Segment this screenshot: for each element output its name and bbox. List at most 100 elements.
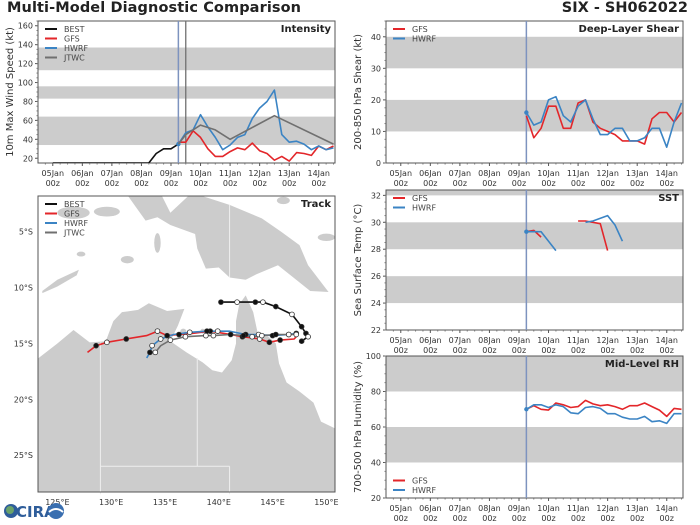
- lon-tick-label: 150°E: [314, 498, 338, 507]
- y-tick-label: 24: [371, 299, 381, 308]
- track-marker-best: [234, 299, 240, 305]
- x-tick-label: 07Jan: [449, 336, 472, 345]
- track-marker-jtwc: [152, 349, 159, 356]
- series-line-gfs: [525, 99, 683, 145]
- track-marker-jtwc: [285, 331, 292, 338]
- x-tick-label: 05Jan: [42, 169, 65, 178]
- y-tick-label: 32: [371, 191, 381, 200]
- x-tick-label: 00z: [453, 179, 467, 188]
- x-tick-label: 00z: [482, 514, 496, 523]
- x-tick-label: 12Jan: [596, 169, 619, 178]
- series-line-jtwc: [177, 114, 334, 145]
- y-axis-label: 10m Max Wind Speed (kt): [5, 27, 16, 157]
- lon-tick-label: 135°E: [153, 498, 177, 507]
- track-marker-best: [252, 299, 259, 305]
- lat-tick-label: 20°S: [14, 395, 33, 404]
- small-island: [76, 251, 86, 257]
- track-marker-jtwc: [182, 333, 189, 340]
- panel-title: Intensity: [281, 24, 332, 35]
- lat-tick-label: 5°S: [19, 228, 33, 237]
- x-tick-label: 14Jan: [655, 169, 678, 178]
- x-tick-label: 05Jan: [390, 336, 413, 345]
- track-marker-gfs: [154, 328, 161, 334]
- legend-label-jtwc: JTWC: [63, 54, 85, 63]
- series-line-hwrf: [177, 89, 334, 151]
- y-axis-label: 200-850 hPa Shear (kt): [353, 34, 364, 150]
- lon-tick-label: 125°E: [45, 498, 69, 507]
- legend-label-best: BEST: [64, 25, 85, 34]
- x-tick-label: 10Jan: [537, 169, 560, 178]
- x-tick-label: 00z: [482, 346, 496, 355]
- y-tick-label: 0: [376, 159, 381, 168]
- track-marker-best: [289, 311, 295, 318]
- x-tick-label: 00z: [600, 346, 614, 355]
- track-marker-jtwc: [273, 331, 279, 338]
- track-marker-jtwc: [293, 331, 300, 338]
- legend-label-hwrf: HWRF: [412, 486, 436, 495]
- y-tick-label: 20: [23, 154, 33, 163]
- x-tick-label: 00z: [660, 179, 674, 188]
- logo-text: CIRA: [16, 503, 56, 521]
- legend-label-gfs: GFS: [64, 210, 80, 219]
- y-tick-label: 100: [18, 79, 33, 88]
- threshold-band: [386, 36, 683, 69]
- australia-landmass: [38, 295, 335, 492]
- track-marker-best: [305, 333, 311, 340]
- y-axis-label: Sea Surface Temp (°C): [353, 204, 364, 317]
- small-island: [276, 196, 290, 205]
- y-axis-label: 700-500 hPa Humidity (%): [353, 361, 364, 493]
- x-tick-label: 11Jan: [567, 169, 590, 178]
- x-tick-label: 08Jan: [478, 336, 501, 345]
- x-tick-label: 00z: [423, 179, 437, 188]
- threshold-band: [38, 47, 335, 71]
- logo-arc: [48, 508, 64, 513]
- y-tick-label: 40: [371, 459, 381, 468]
- track-marker-hwrf: [149, 342, 155, 349]
- x-tick-label: 08Jan: [478, 169, 501, 178]
- x-tick-label: 05Jan: [390, 169, 413, 178]
- track-marker-hwrf: [214, 328, 221, 334]
- y-tick-label: 40: [23, 135, 33, 144]
- init-point-hwrf: [524, 110, 529, 115]
- track-marker-jtwc: [210, 332, 217, 339]
- x-tick-label: 14Jan: [307, 169, 330, 178]
- x-tick-label: 06Jan: [419, 336, 442, 345]
- panel-title: Deep-Layer Shear: [579, 24, 680, 35]
- logo-globe-land: [6, 506, 14, 514]
- lat-tick-label: 10°S: [14, 284, 33, 293]
- x-tick-label: 08Jan: [130, 169, 153, 178]
- threshold-band: [386, 190, 683, 196]
- y-tick-label: 26: [371, 272, 381, 281]
- x-tick-label: 00z: [252, 179, 266, 188]
- series-line-hwrf: [525, 403, 682, 425]
- storm-id-title: SIX - SH062022: [561, 0, 688, 16]
- small-island: [154, 233, 161, 253]
- figure-title: Multi-Model Diagnostic Comparison: [7, 0, 302, 16]
- x-tick-label: 11Jan: [567, 336, 590, 345]
- x-tick-label: 00z: [193, 179, 207, 188]
- x-tick-label: 00z: [600, 514, 614, 523]
- series-line-gfs: [578, 220, 609, 251]
- x-tick-label: 11Jan: [567, 504, 590, 513]
- x-tick-label: 09Jan: [160, 169, 183, 178]
- x-tick-label: 00z: [541, 179, 555, 188]
- x-tick-label: 13Jan: [626, 169, 649, 178]
- map-frame: [37, 195, 336, 493]
- series-line-best: [52, 143, 179, 163]
- panel-intensity: 2040608010012014016005Jan00z06Jan00z07Ja…: [5, 20, 336, 188]
- x-tick-label: 07Jan: [101, 169, 124, 178]
- x-tick-label: 00z: [660, 346, 674, 355]
- x-tick-label: 09Jan: [508, 336, 531, 345]
- x-tick-label: 06Jan: [419, 169, 442, 178]
- track-marker-jtwc: [203, 332, 209, 339]
- init-point-hwrf: [524, 407, 529, 412]
- legend-label-hwrf: HWRF: [412, 35, 436, 44]
- lon-tick-label: 130°E: [99, 498, 123, 507]
- y-tick-label: 120: [18, 60, 33, 69]
- x-tick-label: 00z: [394, 346, 408, 355]
- legend-label-hwrf: HWRF: [64, 219, 88, 228]
- panel-shear: 01020304005Jan00z06Jan00z07Jan00z08Jan00…: [353, 20, 684, 188]
- y-tick-label: 10: [371, 127, 381, 136]
- y-tick-label: 28: [371, 245, 381, 254]
- x-tick-label: 00z: [394, 179, 408, 188]
